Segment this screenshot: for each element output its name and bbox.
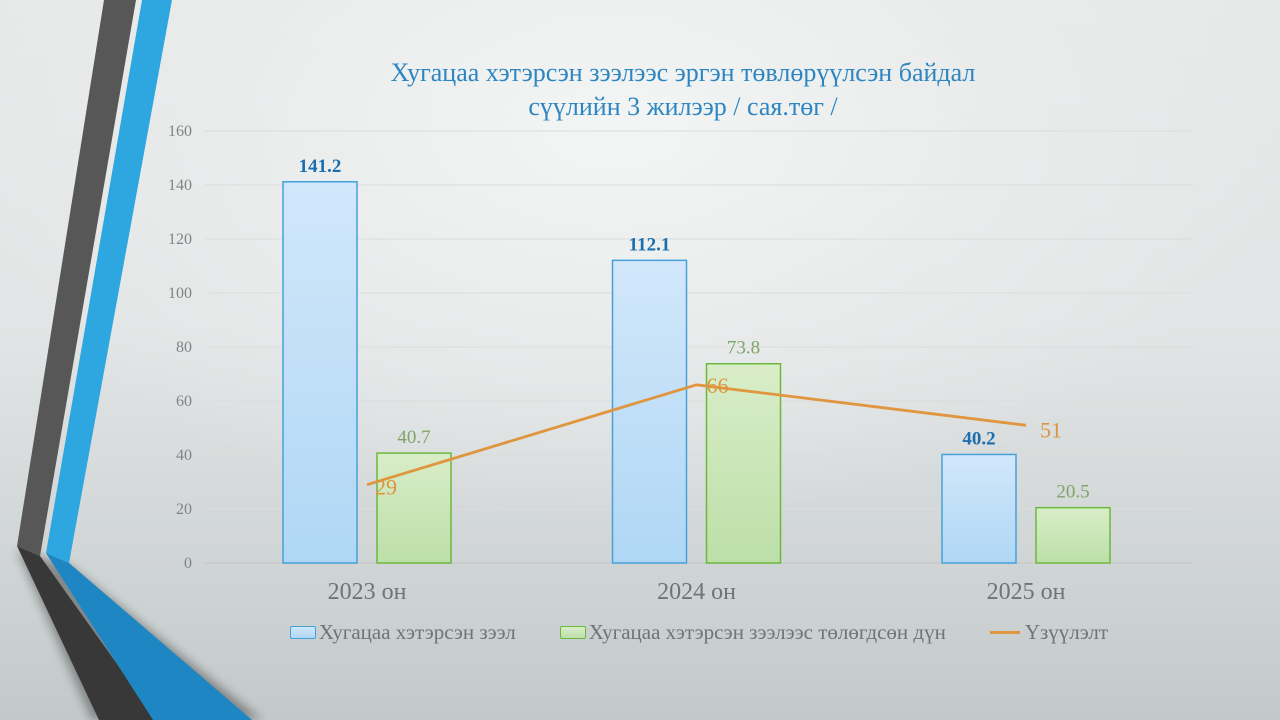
legend-label-3: Үзүүлэлт <box>1024 619 1109 644</box>
bar-label-series2-2023 он: 40.7 <box>397 427 430 448</box>
x-axis-label-2024 он: 2024 он <box>657 579 736 605</box>
bar-series1-2024 он <box>611 259 688 564</box>
y-axis-tick-40: 40 <box>176 447 192 464</box>
line-series <box>366 383 1027 487</box>
bar-series2-2024 он <box>705 362 782 564</box>
bar-series1-2023 он <box>282 181 358 564</box>
x-axis-label-2023 он: 2023 он <box>328 579 407 605</box>
bar-series2-2025 он <box>1035 506 1111 564</box>
y-axis-tick-20: 20 <box>176 501 192 518</box>
y-axis-tick-140: 140 <box>168 177 192 194</box>
legend-label-1: Хугацаа хэтэрсэн зээл <box>318 619 516 644</box>
y-axis-tick-100: 100 <box>168 285 192 302</box>
chart-title-line1: Хугацаа хэтэрсэн зээлээс эргэн төвлөрүүл… <box>390 58 976 87</box>
x-axis-label-2025 он: 2025 он <box>987 579 1066 605</box>
y-axis-tick-80: 80 <box>176 339 192 356</box>
y-axis-tick-120: 120 <box>168 231 192 248</box>
bar-label-series2-2025 он: 20.5 <box>1056 482 1089 503</box>
y-axis-tick-60: 60 <box>176 393 192 410</box>
line-label-2024 он: 66 <box>707 373 729 398</box>
chart-legend: Хугацаа хэтэрсэн зээл Хугацаа хэтэрсэн зэ… <box>205 616 1193 648</box>
bar-label-series1-2024 он: 112.1 <box>629 234 671 255</box>
ribbon-dark-stripe-upper <box>17 0 136 556</box>
legend-line-marker <box>989 630 1020 634</box>
ribbon-blue-stripe-upper <box>46 0 172 563</box>
y-axis-tick-0: 0 <box>184 555 192 572</box>
bar-label-series1-2023 он: 141.2 <box>299 156 342 177</box>
ribbon-dark-stripe-lower <box>17 546 157 720</box>
legend-swatch-2 <box>559 625 586 639</box>
legend-item-3: Үзүүлэлт <box>989 619 1109 645</box>
legend-item-1: Хугацаа хэтэрсэн зээл <box>289 619 516 645</box>
line-label-2025 он: 51 <box>1040 417 1062 442</box>
ribbon-blue-stripe-lower <box>46 553 252 720</box>
chart-title-line2: сүүлийн 3 жилээр / сая.төг / <box>528 92 838 121</box>
bar-label-series1-2025 он: 40.2 <box>962 428 995 449</box>
legend-item-2: Хугацаа хэтэрсэн зээлээс төлөгдсөн дүн <box>559 619 946 645</box>
legend-label-2: Хугацаа хэтэрсэн зээлээс төлөгдсөн дүн <box>588 619 946 644</box>
y-axis-tick-160: 160 <box>168 123 192 140</box>
chart-title: Хугацаа хэтэрсэн зээлээс эргэн төвлөрүүл… <box>86 56 1280 124</box>
legend-swatch-1 <box>289 625 316 639</box>
bar-series1-2025 он <box>941 453 1017 564</box>
line-label-2023 он: 29 <box>375 475 397 500</box>
bar-label-series2-2024 он: 73.8 <box>727 338 760 359</box>
